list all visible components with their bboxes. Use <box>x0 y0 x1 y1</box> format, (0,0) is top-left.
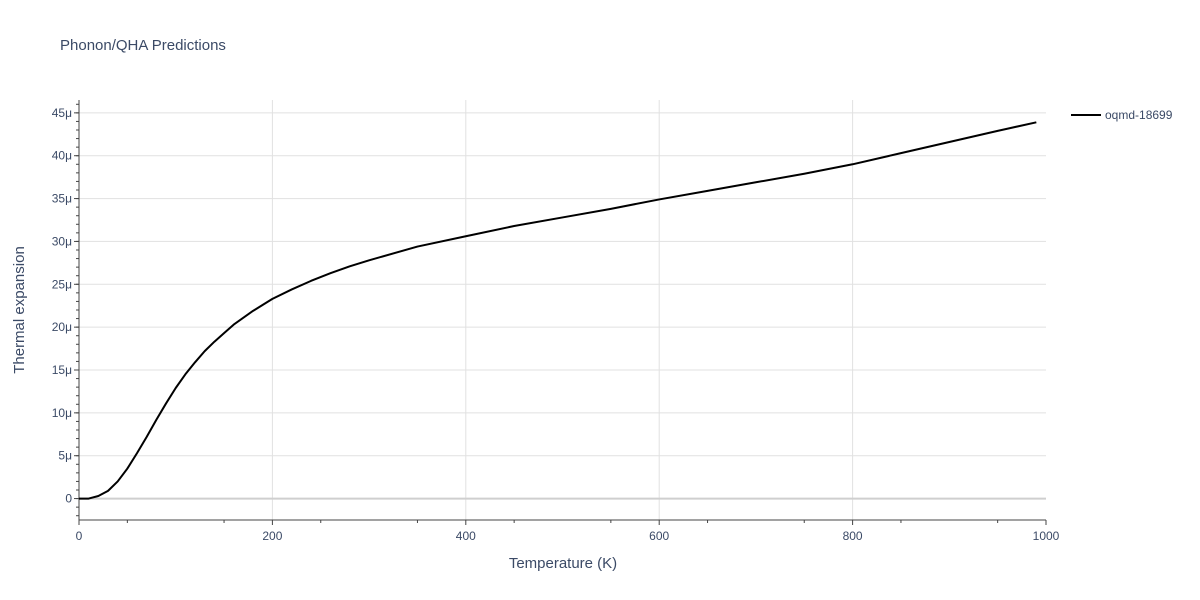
y-tick-label: 10μ <box>52 406 72 420</box>
x-tick-label: 1000 <box>1033 529 1060 543</box>
x-tick-label: 0 <box>76 529 83 543</box>
y-tick-label: 35μ <box>52 192 72 206</box>
plot-area <box>79 121 1037 500</box>
y-tick-label: 0 <box>65 492 72 506</box>
chart-title: Phonon/QHA Predictions <box>60 37 226 54</box>
x-tick-label: 600 <box>649 529 669 543</box>
x-tick-label: 800 <box>843 529 863 543</box>
grid <box>79 100 1046 520</box>
y-tick-label: 15μ <box>52 363 72 377</box>
series-line <box>79 121 1037 500</box>
axes: 0 200 400 600 800 1000 0 5μ 10μ 15μ 20μ 25μ 30μ 35μ 40… <box>52 100 1060 543</box>
y-tick-label: 20μ <box>52 320 72 334</box>
x-axis-title: Temperature (K) <box>509 555 617 572</box>
x-tick-label: 200 <box>262 529 282 543</box>
y-tick-label: 40μ <box>52 149 72 163</box>
y-tick-label: 25μ <box>52 277 72 291</box>
legend-label: oqmd-18699 <box>1105 108 1173 122</box>
y-tick-label: 30μ <box>52 234 72 248</box>
x-tick-label: 400 <box>456 529 476 543</box>
y-tick-label: 5μ <box>58 449 72 463</box>
legend[interactable]: oqmd-18699 <box>1071 108 1173 122</box>
y-axis-title: Thermal expansion <box>11 246 28 374</box>
y-tick-label: 45μ <box>52 106 72 120</box>
